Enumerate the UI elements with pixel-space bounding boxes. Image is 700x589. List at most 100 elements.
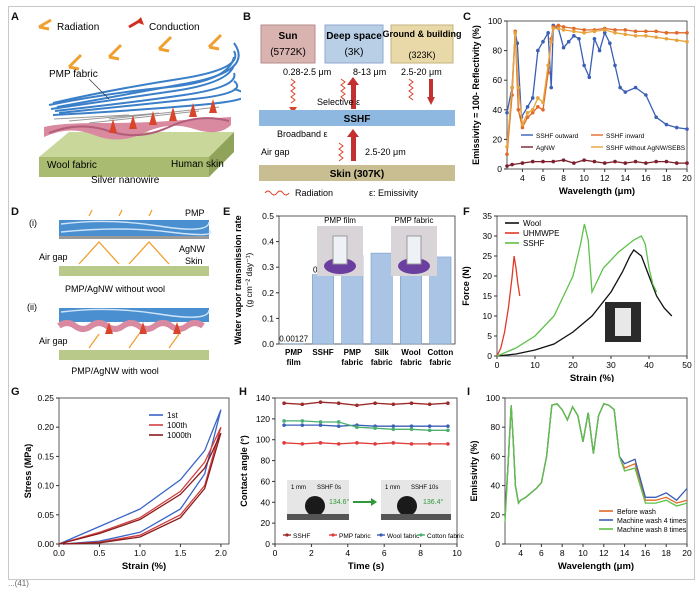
f-legend-label-1: UHMWPE: [523, 229, 559, 238]
c-point-3-14: [572, 29, 576, 34]
e-category-label-5-0: Cotton: [427, 348, 453, 357]
e-plot-frame: [278, 215, 456, 345]
panel-e: E 0.0 0.1 0.2 0.3 0.4 0.5 Water vapor transmis…: [221, 202, 461, 382]
i-ytick-label-1: 20: [491, 510, 501, 520]
g-xtick-label-1: 0.5: [94, 548, 106, 558]
e-ytick-label-3: 0.3: [262, 262, 274, 272]
c-point-1-8: [541, 108, 545, 112]
f-xtick-label-4: 40: [644, 360, 654, 370]
h-point-3-2: [318, 420, 323, 424]
h-substrate-1: [287, 514, 349, 520]
c-xtick-label-7: 18: [662, 173, 672, 183]
h-point-0-6: [391, 402, 396, 407]
h-ytick-label-4: 80: [261, 456, 271, 466]
wool-fabric-layer: [44, 117, 231, 140]
f-ytick-label-3: 15: [483, 291, 493, 301]
i-xtick-label-8: 20: [682, 548, 692, 558]
h-series-line-1: [284, 442, 448, 445]
panel-a-illustration: Radiation Conduction: [38, 17, 247, 186]
h-point-0-1: [300, 402, 305, 407]
c-point-3-22: [654, 35, 658, 40]
c-point-3-7: [536, 96, 540, 100]
c-point-0-30: [674, 125, 679, 130]
f-ytick-label-4: 20: [483, 271, 493, 281]
g-xtick-label-3: 1.5: [175, 548, 187, 558]
chart-g: 0.0 0.5 1.0 1.5 2.0 0.00 0.05 0.10 0.15 0.20 0.25 S…: [23, 393, 230, 572]
h-point-2-8: [427, 424, 432, 428]
skin-layer-ii: [59, 350, 209, 360]
c-point-0-20: [597, 48, 602, 53]
c-point-1-0: [505, 152, 509, 156]
h-ylabel: Contact angle (°): [239, 435, 249, 507]
sshf-layer: [259, 110, 455, 126]
c-point-1-13: [561, 25, 566, 29]
h-ytick-label-1: 20: [261, 518, 271, 528]
h-point-3-1: [300, 419, 305, 423]
c-point-3-19: [623, 32, 628, 37]
label-agnw: AgNW: [179, 244, 206, 254]
f-ylabel: Force (N): [461, 266, 471, 306]
c-point-2-7: [572, 161, 576, 165]
h-point-3-4: [355, 425, 359, 429]
g-legend-label-2: 1000th: [167, 431, 191, 440]
i-xtick-label-0: 4: [518, 548, 523, 558]
h-inset-angle-2: 136.4°: [423, 498, 444, 506]
c-point-3-18: [613, 31, 617, 35]
panel-b-diagram: Sun (5772K) Deep space (3K) Ground & bui…: [259, 24, 461, 198]
c-xtick-label-8: 20: [682, 173, 692, 183]
skin-layer: [259, 165, 455, 181]
g-series-line-0: [58, 409, 222, 545]
h-ytick-label-6: 120: [256, 414, 270, 424]
e-photo-label-1: PMP film: [324, 216, 356, 225]
human-skin-block: [39, 132, 234, 157]
label-skin: Skin: [185, 256, 203, 266]
panel-d: D (i) PMP AgNW Air gap Skin PMP/AgNW wit…: [9, 202, 221, 382]
h-ytick-label-3: 60: [261, 476, 271, 486]
c-point-0-25: [623, 90, 628, 94]
h-inset-title-1: SSHF 0s: [317, 485, 341, 491]
pmp-layer-ii: [59, 308, 209, 322]
panel-i: I 4 6 8 10 12 14 16 18 20 0 20 40 60 80 100 Wavelength …: [465, 382, 693, 579]
skin-arrow: [351, 135, 356, 161]
h-legend-marker-3: [419, 533, 423, 537]
f-xtick-label-3: 30: [606, 360, 616, 370]
panel-d-letter: D: [11, 206, 19, 218]
h-point-1-7: [409, 442, 414, 446]
c-point-2-15: [654, 159, 658, 164]
c-legend-label-0: SSHF outward: [536, 133, 579, 140]
i-series-line-0: [504, 403, 688, 515]
i-plot-frame: [504, 397, 688, 545]
f-ytick-label-2: 10: [483, 311, 493, 321]
h-ytick-label-7: 140: [256, 393, 270, 403]
h-point-3-5: [373, 426, 377, 431]
h-series-line-0: [284, 401, 448, 406]
g-ytick-label-2: 0.10: [37, 481, 54, 491]
i-ytick-label-0: 0: [495, 539, 500, 549]
h-xtick-label-2: 4: [345, 548, 350, 558]
footnote: ...(41): [8, 579, 29, 588]
i-ytick-label-2: 40: [491, 481, 501, 491]
c-point-0-16: [577, 36, 581, 41]
c-point-3-8: [541, 100, 545, 105]
e-glove-1: [324, 258, 356, 274]
c-point-1-25: [685, 31, 689, 35]
c-point-0-7: [536, 48, 540, 53]
h-point-0-0: [282, 401, 286, 406]
h-inset-angle-1: 134.6°: [329, 498, 350, 506]
e-ylabel: Water vapor transmission rate: [233, 215, 243, 344]
c-point-3-23: [664, 36, 669, 41]
panel-g-letter: G: [11, 386, 20, 398]
c-point-3-21: [644, 34, 648, 38]
f-ytick-label-7: 35: [483, 211, 493, 221]
c-xtick-label-6: 16: [641, 173, 651, 183]
c-point-3-6: [530, 108, 535, 112]
c-point-3-3: [516, 85, 521, 90]
h-point-2-9: [446, 424, 450, 428]
c-point-0-10: [549, 85, 554, 90]
h-point-1-9: [446, 442, 450, 446]
h-inset-scale-1: 1 mm: [291, 485, 306, 491]
deep-space-title: Deep space: [326, 31, 382, 42]
e-photo-label-2: PMP fabric: [395, 216, 434, 225]
f-series-line-1: [496, 255, 521, 357]
deep-space-box: [324, 24, 384, 64]
